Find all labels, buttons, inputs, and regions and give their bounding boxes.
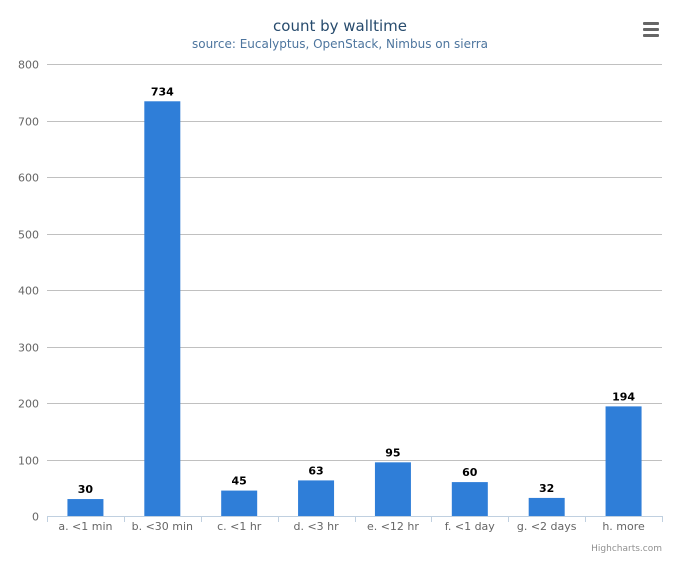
y-tick-label: 400 [18,285,39,298]
bar [528,497,565,516]
chart-subtitle: source: Eucalyptus, OpenStack, Nimbus on… [191,37,489,51]
data-label: 63 [308,464,323,477]
data-label: 194 [612,390,635,403]
x-tick-label: b. <30 min [132,520,193,533]
credits-link[interactable]: Highcharts.com [591,544,662,554]
bar [144,101,181,516]
bar [451,482,488,516]
x-tick-label: e. <12 hr [367,520,419,533]
bar [605,406,642,516]
data-label: 95 [385,446,400,459]
y-tick-label: 200 [18,398,39,411]
bar [67,499,104,516]
export-menu-button[interactable] [640,20,662,38]
y-tick-label: 100 [18,455,39,468]
y-tick-label: 300 [18,342,39,355]
data-label: 734 [151,85,174,98]
y-tick-label: 800 [18,59,39,72]
x-tick-label: c. <1 hr [217,520,262,533]
y-tick-label: 600 [18,172,39,185]
x-tick-label: h. more [602,520,645,533]
y-tick-label: 500 [18,229,39,242]
bar [298,480,335,516]
data-label: 30 [78,483,94,496]
x-tick-label: d. <3 hr [293,520,339,533]
bar [221,490,258,516]
x-tick-label: a. <1 min [58,520,112,533]
data-label: 60 [462,466,478,479]
x-tick-label: g. <2 days [517,520,577,533]
y-tick-label: 0 [32,511,39,524]
data-label: 45 [232,475,247,488]
y-tick-label: 700 [18,116,39,129]
bar [374,462,411,516]
data-label: 32 [539,482,554,495]
x-tick-label: f. <1 day [445,520,496,533]
chart-title: count by walltime [273,17,407,35]
